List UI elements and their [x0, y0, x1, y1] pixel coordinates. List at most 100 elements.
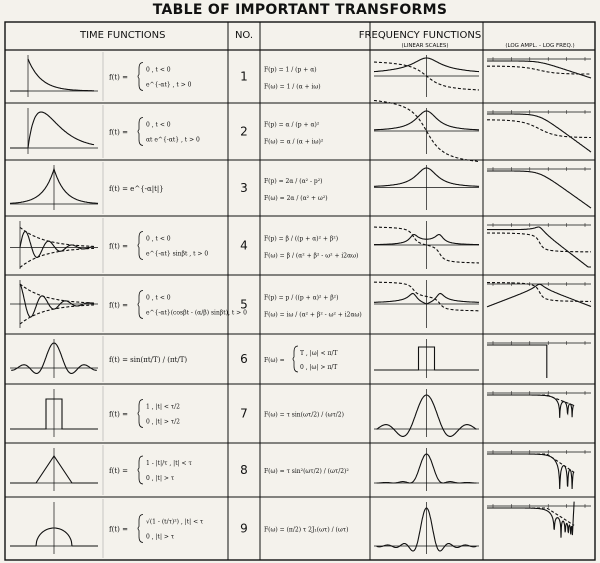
brace — [137, 514, 144, 543]
log-plot-4-phase — [487, 232, 591, 253]
linear-plot-5-magnitude — [374, 292, 479, 305]
linear-plot-9-magnitude — [376, 507, 477, 552]
linear-plot-2-phase — [373, 99, 480, 163]
header-number: NO. — [235, 30, 253, 41]
time-formula-lhs: f(t) = — [109, 467, 128, 475]
log-plot-4-magnitude — [487, 226, 591, 268]
time-formula-case: 0 , t < 0 — [146, 67, 171, 74]
time-formula-case: 0 , t < 0 — [146, 122, 171, 129]
freq-formula-lhs: F(ω) = — [264, 357, 285, 364]
linear-plot-3-magnitude — [373, 167, 480, 187]
time-formula-case: 0 , |t| > τ — [146, 475, 175, 482]
freq-formula-p: F(p) = 1 / (p + α) — [264, 67, 317, 74]
time-formula-lhs: f(t) = — [109, 411, 128, 419]
freq-formula-p: F(p) = p / ((p + α)² + β²) — [264, 295, 338, 302]
time-formula-lhs: f(t) = — [109, 526, 128, 534]
time-formula-case: 0 , |t| > τ/2 — [146, 419, 180, 426]
time-plot-4-envelope — [19, 226, 94, 247]
row-number: 3 — [240, 181, 248, 195]
log-plot-1-phase — [487, 65, 591, 75]
freq-formula: F(ω) = τ sin(ωτ/2) / (ωτ/2) — [264, 412, 344, 419]
log-plot-3-magnitude — [487, 170, 592, 209]
time-formula-lhs: f(t) = — [109, 129, 128, 137]
brace — [137, 399, 144, 428]
time-plot-1-curve — [27, 58, 94, 92]
log-plot-2-magnitude — [487, 113, 592, 153]
linear-plot-8-magnitude — [376, 453, 477, 484]
log-plot-5-phase — [487, 282, 591, 302]
time-plot-5-curve — [19, 283, 95, 318]
log-plot-1-magnitude — [487, 60, 592, 79]
time-formula-case: 0 , |t| > τ — [146, 534, 175, 541]
row-number: 1 — [240, 70, 248, 84]
time-formula-case: 0 , t < 0 — [146, 295, 171, 302]
time-formula-case: 1 , |t| < τ/2 — [146, 404, 180, 411]
row-number: 9 — [240, 522, 248, 536]
log-plot-6-magnitude — [487, 344, 548, 378]
table-border — [4, 21, 596, 561]
time-formula: f(t) = sin(πt/T) / (πt/T) — [109, 356, 187, 364]
freq-formula-p: F(p) = α / (p + α)² — [264, 122, 320, 129]
freq-formula-omega: F(ω) = α / (α + iω)² — [264, 139, 324, 146]
freq-formula-case: 0 , |ω| > π/T — [300, 364, 337, 371]
time-formula-case: 0 , t < 0 — [146, 236, 171, 243]
linear-plot-1-phase — [374, 61, 479, 91]
time-plot-7-curve — [10, 398, 98, 430]
freq-formula-omega: F(ω) = iω / (α² + β² - ω² + i2αω) — [264, 312, 362, 319]
brace — [137, 231, 144, 260]
linear-plot-4-phase — [374, 226, 479, 264]
time-formula-lhs: f(t) = — [109, 302, 128, 310]
header-frequency-functions: FREQUENCY FUNCTIONS — [359, 30, 481, 41]
log-plot-8-asymptote — [487, 453, 575, 473]
log-plot-9-magnitude — [487, 501, 575, 538]
log-plot-7-magnitude — [487, 394, 575, 418]
linear-plot-5-phase — [373, 281, 479, 312]
header-log-scales: (LOG AMPL. - LOG FREQ.) — [505, 43, 574, 49]
linear-plot-4-magnitude — [374, 233, 479, 246]
time-formula-case: 1 - |t|/τ , |t| < τ — [146, 460, 192, 467]
linear-plot-6-magnitude — [374, 346, 479, 371]
time-plot-5-envelope-neg — [19, 304, 94, 325]
freq-formula-omega: F(ω) = β / (α² + β² - ω² + i2αω) — [264, 253, 358, 260]
freq-formula-p: F(p) = β / ((p + α)² + β²) — [264, 236, 338, 243]
log-plot-9-asymptote — [487, 507, 575, 526]
row-number: 5 — [240, 298, 248, 312]
header-time-functions: TIME FUNCTIONS — [79, 30, 165, 41]
row-number: 7 — [240, 407, 248, 421]
time-formula-case: e^{-αt} , t > 0 — [146, 82, 192, 89]
time-plot-3-curve — [9, 167, 99, 204]
time-plot-4-envelope-neg — [19, 247, 94, 268]
brace — [292, 345, 299, 373]
brace — [137, 117, 144, 146]
time-plot-6-curve — [11, 342, 97, 374]
brace — [137, 290, 144, 319]
time-formula-case: e^{-αt} sinβt , t > 0 — [146, 251, 208, 258]
time-formula-lhs: f(t) = — [109, 74, 128, 82]
freq-formula-omega: F(ω) = 1 / (α + iω) — [264, 84, 321, 91]
brace — [137, 62, 144, 91]
log-plot-2-phase — [487, 119, 591, 139]
freq-formula-p: F(p) = 2α / (α² - p²) — [264, 178, 322, 185]
time-formula-case: √(1 - (t/τ)²) , |t| < τ — [146, 519, 204, 526]
time-plot-8-curve — [10, 455, 98, 484]
time-plot-9-curve — [35, 527, 73, 547]
linear-plot-7-magnitude — [376, 394, 477, 437]
time-plot-5-envelope — [19, 283, 94, 304]
freq-formula-case: T , |ω| < π/T — [300, 350, 337, 357]
log-plot-5-magnitude — [486, 283, 592, 308]
brace — [137, 455, 144, 485]
time-plot-4-curve — [19, 230, 94, 258]
freq-formula: F(ω) = τ sin²(ωτ/2) / (ωτ/2)² — [264, 468, 349, 475]
header-linear-scales: (LINEAR SCALES) — [401, 43, 448, 49]
time-plot-2-curve — [27, 111, 95, 149]
row-number: 2 — [240, 125, 248, 139]
log-plot-8-magnitude — [487, 453, 575, 490]
row-number: 6 — [240, 352, 248, 366]
linear-plot-2-magnitude — [374, 110, 479, 131]
freq-formula: F(ω) = (π/2) τ 2J₁(ωτ) / (ωτ) — [264, 527, 348, 534]
row-number: 8 — [240, 463, 248, 477]
time-formula-lhs: f(t) = — [109, 243, 128, 251]
time-formula-case: αt e^{-αt} , t > 0 — [146, 137, 200, 144]
linear-plot-1-magnitude — [374, 57, 479, 73]
